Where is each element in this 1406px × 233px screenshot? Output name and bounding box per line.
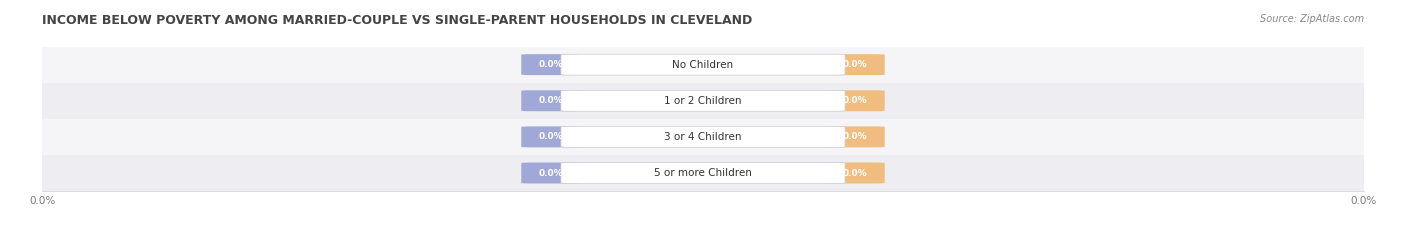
Text: 1 or 2 Children: 1 or 2 Children xyxy=(664,96,742,106)
Text: 0.0%: 0.0% xyxy=(538,132,564,141)
FancyBboxPatch shape xyxy=(825,127,884,147)
Text: 0.0%: 0.0% xyxy=(538,168,564,178)
FancyBboxPatch shape xyxy=(561,127,845,147)
Text: No Children: No Children xyxy=(672,60,734,70)
Bar xyxy=(42,155,1364,191)
Text: 3 or 4 Children: 3 or 4 Children xyxy=(664,132,742,142)
FancyBboxPatch shape xyxy=(522,163,581,183)
Bar xyxy=(42,47,1364,83)
FancyBboxPatch shape xyxy=(522,54,581,75)
Text: 0.0%: 0.0% xyxy=(842,96,868,105)
FancyBboxPatch shape xyxy=(561,90,845,111)
FancyBboxPatch shape xyxy=(522,127,581,147)
FancyBboxPatch shape xyxy=(561,163,845,183)
Text: 5 or more Children: 5 or more Children xyxy=(654,168,752,178)
FancyBboxPatch shape xyxy=(825,54,884,75)
FancyBboxPatch shape xyxy=(522,90,581,111)
Bar xyxy=(42,83,1364,119)
Text: 0.0%: 0.0% xyxy=(842,168,868,178)
FancyBboxPatch shape xyxy=(561,54,845,75)
Text: Source: ZipAtlas.com: Source: ZipAtlas.com xyxy=(1260,14,1364,24)
FancyBboxPatch shape xyxy=(825,90,884,111)
Text: INCOME BELOW POVERTY AMONG MARRIED-COUPLE VS SINGLE-PARENT HOUSEHOLDS IN CLEVELA: INCOME BELOW POVERTY AMONG MARRIED-COUPL… xyxy=(42,14,752,27)
Text: 0.0%: 0.0% xyxy=(842,60,868,69)
Text: 0.0%: 0.0% xyxy=(538,60,564,69)
Bar xyxy=(42,119,1364,155)
Text: 0.0%: 0.0% xyxy=(842,132,868,141)
FancyBboxPatch shape xyxy=(825,163,884,183)
Text: 0.0%: 0.0% xyxy=(538,96,564,105)
